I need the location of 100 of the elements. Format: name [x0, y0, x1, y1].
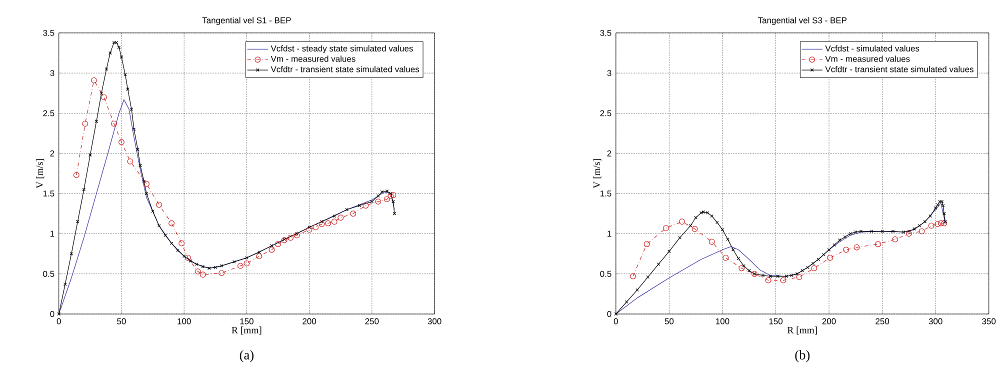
point [118, 139, 124, 146]
point [731, 248, 735, 252]
point [144, 180, 150, 187]
point [90, 77, 97, 84]
y-tick-label: 3 [50, 70, 54, 76]
x-tick-label: 200 [302, 318, 316, 324]
point [332, 214, 336, 218]
point [288, 234, 294, 241]
point [218, 270, 225, 276]
y-tick-label: 3 [607, 70, 612, 76]
point [765, 277, 772, 284]
point [928, 214, 932, 218]
y-tick-label: 0.5 [600, 270, 612, 277]
point [338, 214, 344, 220]
legend-label: Vcfdtr - transient state simulated values [825, 66, 974, 72]
point [838, 238, 842, 242]
point [811, 265, 818, 272]
x-axis-title: R [mm] [232, 326, 262, 334]
point [182, 254, 186, 258]
point [736, 256, 740, 260]
point [891, 230, 895, 233]
point [742, 264, 746, 268]
point [82, 120, 88, 127]
point [126, 87, 130, 91]
point [130, 107, 134, 111]
point [784, 274, 788, 278]
point [176, 248, 180, 252]
point [390, 192, 396, 198]
y-tick-label: 1.5 [43, 190, 54, 196]
point [200, 272, 206, 278]
x-tick-label: 0 [614, 318, 618, 324]
point [827, 248, 831, 252]
point [795, 272, 799, 276]
y-tick-label: 0.5 [43, 270, 54, 277]
point [350, 210, 356, 216]
x-tick-label: 50 [664, 318, 674, 324]
x-tick-label: 100 [716, 318, 730, 324]
point [822, 252, 826, 256]
point [110, 120, 117, 127]
point [906, 230, 912, 237]
point [832, 243, 836, 247]
point [168, 220, 175, 226]
point [318, 220, 325, 227]
point [132, 128, 136, 131]
point [706, 211, 710, 214]
y-tick-label: 2 [607, 150, 612, 156]
x-tick-label: 350 [982, 318, 996, 324]
point [843, 246, 850, 253]
point [679, 218, 685, 225]
legend-label: Vcfdst - simulated values [825, 45, 920, 52]
y-tick-label: 1 [50, 230, 54, 237]
y-tick-label: 3.5 [600, 30, 612, 36]
y-tick-label: 2 [50, 150, 54, 156]
point [854, 230, 858, 234]
point [100, 91, 104, 95]
chart-title: Tangential vel S1 - BEP [202, 16, 291, 25]
x-tick-label: 200 [822, 318, 836, 324]
point [184, 254, 191, 261]
point [796, 274, 802, 280]
point [710, 214, 714, 218]
point [688, 224, 692, 228]
legend-label: Vcfdtr - transient state simulated values [270, 66, 420, 72]
point [859, 230, 863, 233]
point [636, 288, 639, 292]
y-tick-label: 2.5 [600, 110, 612, 116]
legend-label: Vm - measured values [825, 56, 910, 62]
point [94, 119, 98, 123]
point [934, 220, 941, 227]
point [207, 266, 211, 270]
point [656, 262, 660, 266]
point [100, 94, 107, 100]
point [294, 232, 300, 238]
point [117, 46, 121, 49]
point [811, 262, 815, 265]
point [157, 224, 161, 228]
point [256, 253, 262, 260]
point [708, 238, 715, 245]
point [678, 236, 682, 240]
point [941, 220, 948, 226]
point [63, 282, 67, 286]
point [376, 194, 380, 198]
y-tick-label: 0 [50, 310, 54, 317]
x-tick-label: 300 [428, 318, 442, 324]
x-axis-title: R [mm] [787, 326, 817, 334]
point [124, 72, 127, 76]
point [738, 265, 745, 272]
point [331, 218, 338, 225]
point [194, 268, 201, 274]
point [82, 188, 86, 192]
point [907, 230, 911, 233]
point [389, 192, 392, 196]
y-axis-title: V [m/s] [36, 159, 44, 188]
point [912, 227, 916, 230]
y-tick-label: 2.5 [43, 110, 54, 116]
point [156, 202, 162, 208]
point [806, 266, 810, 269]
point [194, 262, 198, 266]
point [108, 51, 112, 55]
legend-label: Vm - measured values [270, 56, 356, 62]
x-tick-label: 0 [56, 318, 61, 324]
